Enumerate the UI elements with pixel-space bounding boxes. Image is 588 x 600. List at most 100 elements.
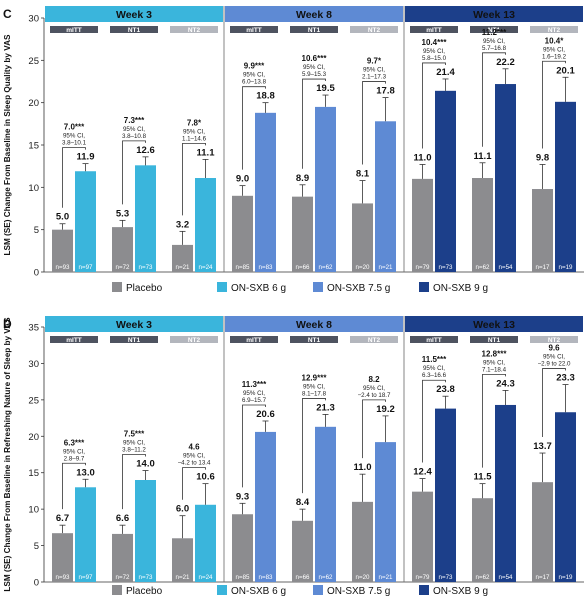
ci-range: −4.2 to 13.4	[178, 460, 211, 467]
subgroup-strip	[290, 336, 338, 343]
ci-title: 95% CI,	[363, 67, 385, 74]
bar-placebo	[292, 520, 313, 582]
y-tick-label: 30	[28, 359, 39, 370]
comparison-bracket	[542, 60, 566, 149]
subgroup-label: mITT	[426, 27, 442, 34]
legend-swatch	[217, 585, 227, 595]
value-label-placebo: 11.5	[474, 472, 493, 483]
comparison-bracket	[182, 142, 206, 216]
legend-label: ON-SXB 9 g	[433, 283, 488, 294]
value-label-placebo: 12.4	[413, 467, 432, 478]
week-header-label: Week 3	[116, 319, 152, 331]
subgroup-strip	[350, 26, 398, 33]
n-label-active: n=73	[139, 574, 153, 581]
ci-range: 5.7–16.8	[482, 45, 507, 52]
ci-range: 3.8–10.1	[62, 140, 87, 147]
value-label-active: 23.3	[556, 373, 575, 384]
value-label-placebo: 5.3	[116, 208, 129, 219]
n-label-active: n=21	[379, 574, 393, 581]
subgroup-label: mITT	[66, 337, 82, 344]
bar-active	[315, 426, 336, 582]
ci-range: 6.9–15.7	[242, 397, 267, 404]
value-label-active: 23.8	[436, 384, 455, 395]
n-label-placebo: n=66	[296, 574, 310, 581]
comparison-bracket	[62, 147, 86, 208]
bar-placebo	[52, 533, 73, 582]
subgroup-label: NT2	[188, 27, 201, 34]
difference-label: 7.0***	[64, 123, 85, 132]
bar-placebo	[232, 195, 253, 272]
week-header	[225, 6, 403, 22]
value-label-placebo: 8.1	[356, 169, 370, 180]
n-label-active: n=83	[259, 264, 273, 271]
n-label-active: n=62	[319, 264, 333, 271]
n-label-active: n=73	[139, 264, 153, 271]
subgroup-strip	[410, 26, 458, 33]
n-label-placebo: n=72	[116, 574, 130, 581]
bar-placebo	[172, 244, 193, 272]
legend-label: Placebo	[126, 586, 163, 597]
bar-placebo	[292, 196, 313, 272]
n-label-placebo: n=62	[476, 264, 490, 271]
ci-title: 95% CI,	[303, 64, 325, 71]
legend-swatch	[419, 585, 429, 595]
subgroup-label: NT2	[368, 337, 381, 344]
legend-label: ON-SXB 7.5 g	[327, 586, 390, 597]
value-label-placebo: 6.7	[56, 513, 69, 524]
n-label-placebo: n=85	[236, 574, 250, 581]
n-label-placebo: n=62	[476, 574, 490, 581]
value-label-placebo: 13.7	[533, 441, 552, 452]
n-label-active: n=54	[499, 264, 513, 271]
subgroup-strip	[530, 26, 578, 33]
value-label-placebo: 5.0	[56, 212, 69, 223]
comparison-bracket	[362, 81, 386, 165]
subgroup-strip	[410, 336, 458, 343]
comparison-bracket	[422, 62, 446, 149]
bar-placebo	[352, 203, 373, 272]
difference-label: 9.9***	[244, 62, 265, 71]
difference-label: 10.6***	[302, 54, 328, 63]
subgroup-strip	[230, 336, 278, 343]
n-label-active: n=83	[259, 574, 273, 581]
value-label-placebo: 11.0	[354, 462, 372, 473]
bar-active	[195, 178, 216, 272]
y-tick-label: 5	[34, 225, 39, 236]
subgroup-strip	[110, 26, 158, 33]
subgroup-label: mITT	[66, 27, 82, 34]
n-label-active: n=19	[559, 264, 573, 271]
y-tick-label: 20	[28, 98, 39, 109]
subgroup-label: NT2	[188, 337, 201, 344]
legend-swatch	[217, 282, 227, 292]
comparison-bracket	[302, 78, 326, 169]
ci-range: 6.0–13.8	[242, 79, 267, 86]
bar-active	[255, 112, 276, 273]
subgroup-strip	[230, 26, 278, 33]
bar-placebo	[352, 501, 373, 582]
n-label-active: n=24	[199, 264, 213, 271]
subgroup-label: mITT	[426, 337, 442, 344]
y-tick-label: 25	[28, 395, 39, 406]
comparison-bracket	[542, 368, 566, 438]
y-tick-label: 0	[34, 578, 39, 589]
y-tick-label: 5	[34, 541, 39, 552]
difference-label: 7.3***	[124, 116, 145, 125]
ci-title: 95% CI,	[63, 448, 85, 455]
bar-active	[435, 90, 456, 273]
value-label-active: 13.0	[76, 467, 95, 478]
week-header-label: Week 8	[296, 9, 332, 21]
subgroup-strip	[470, 26, 518, 33]
ci-title: 95% CI,	[243, 72, 265, 79]
n-label-placebo: n=93	[56, 574, 70, 581]
value-label-placebo: 8.9	[296, 173, 309, 184]
y-axis-label: LSM (SE) Change From Baseline in Sleep Q…	[3, 34, 12, 255]
subgroup-label: NT2	[548, 27, 561, 34]
difference-label: 9.7*	[367, 57, 382, 66]
bar-placebo	[172, 538, 193, 582]
ci-title: 95% CI,	[63, 133, 85, 140]
difference-label: 11.3***	[242, 380, 267, 389]
subgroup-label: NT1	[488, 337, 501, 344]
ci-title: 95% CI,	[123, 440, 145, 447]
subgroup-strip	[350, 336, 398, 343]
value-label-active: 22.2	[496, 57, 515, 68]
legend-swatch	[313, 282, 323, 292]
